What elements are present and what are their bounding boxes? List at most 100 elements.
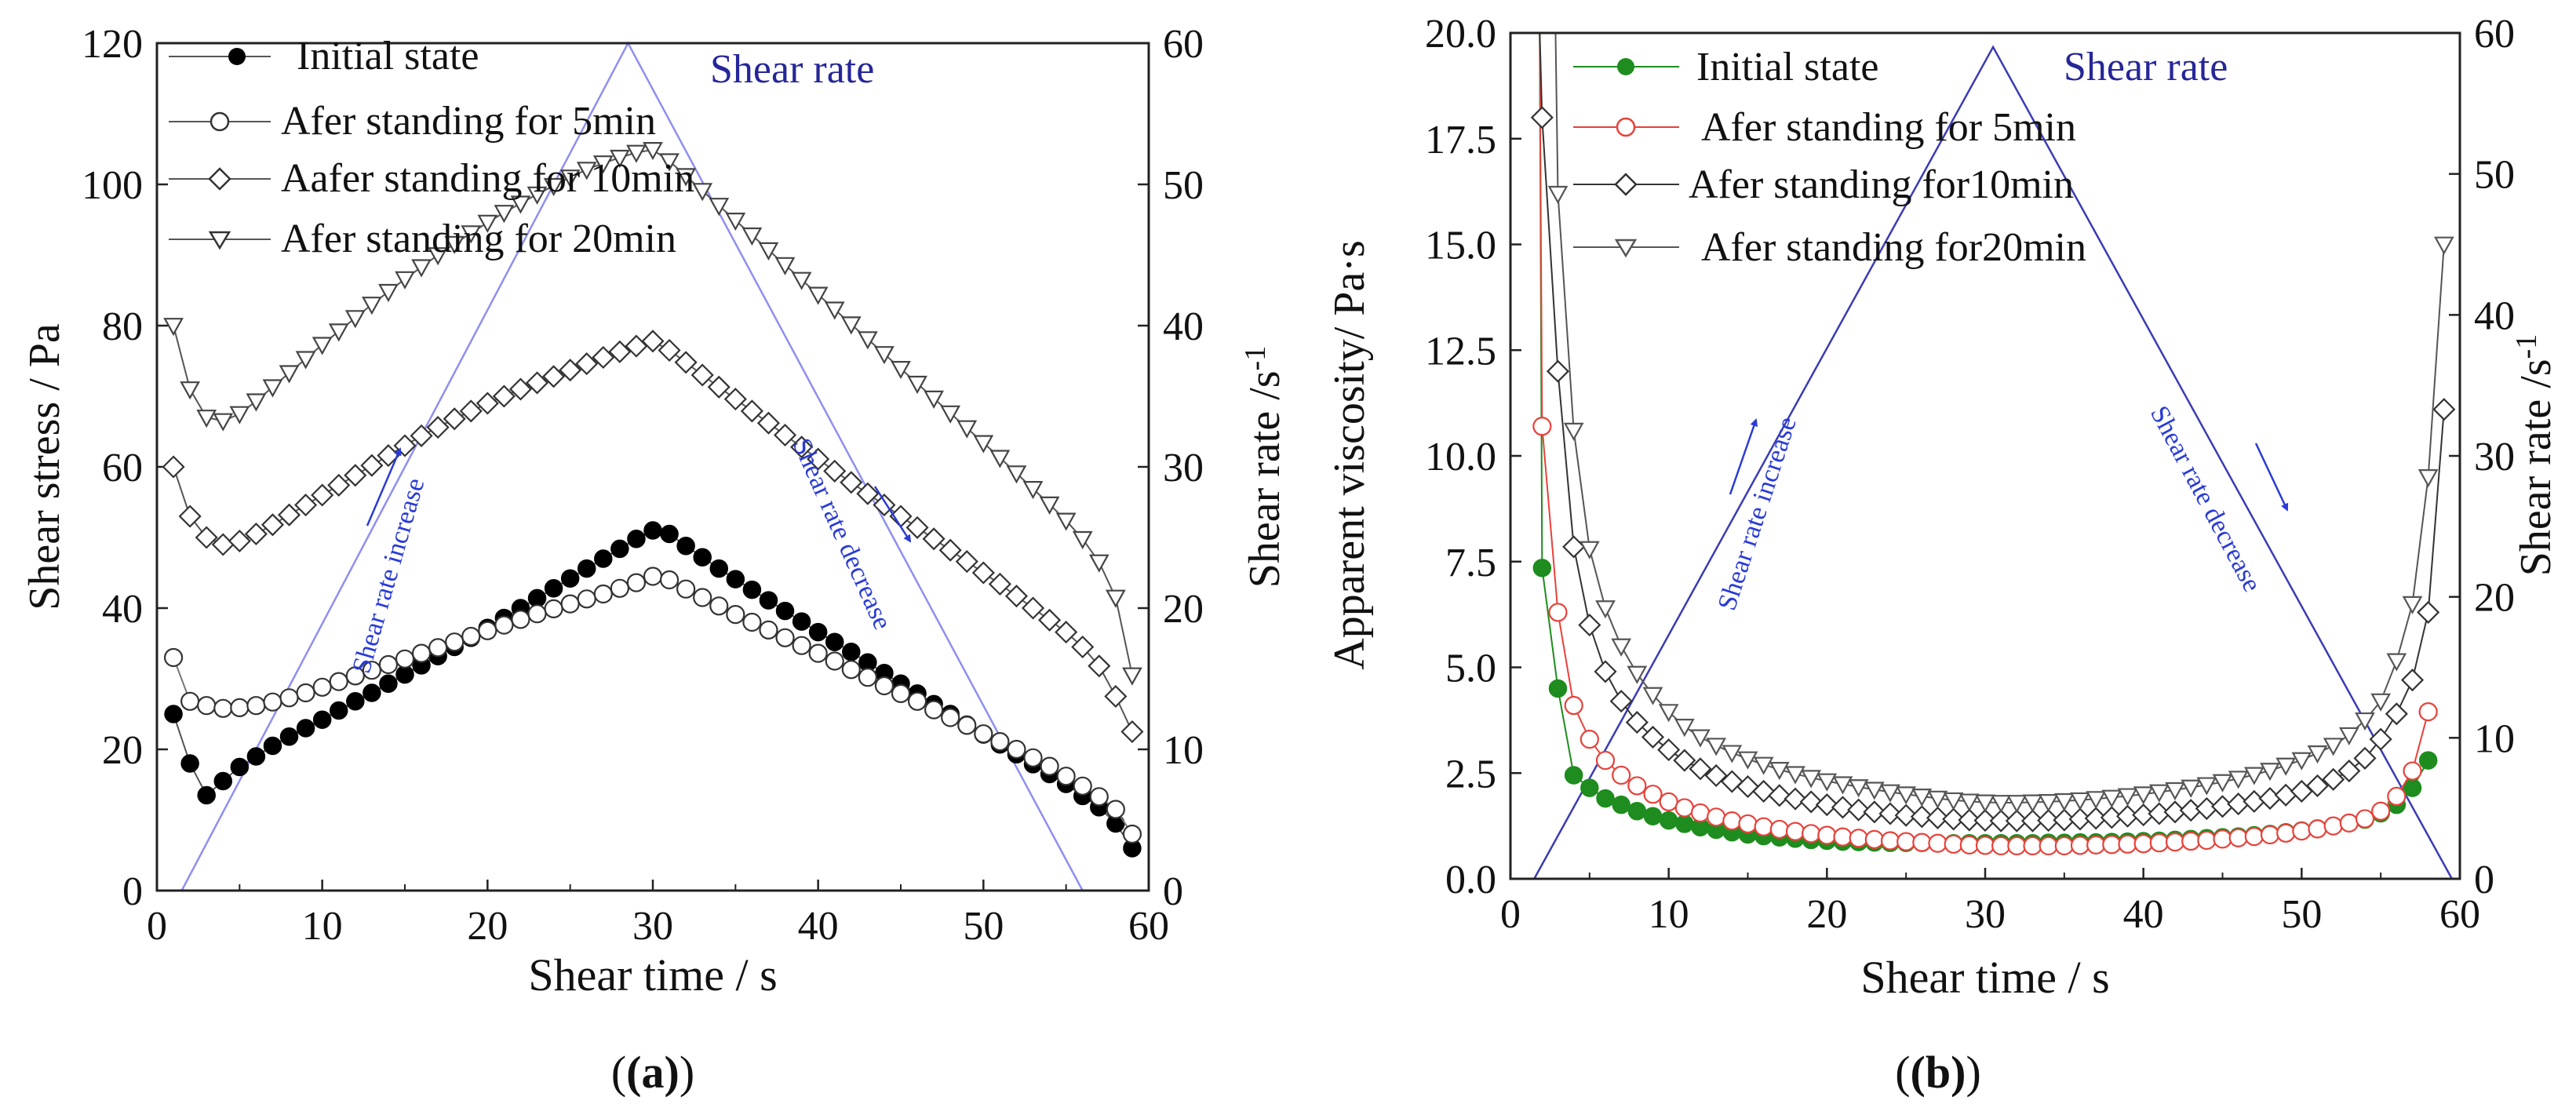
- data-point: [792, 636, 811, 655]
- data-point: [723, 388, 747, 411]
- data-point: [2181, 779, 2202, 798]
- y-tick-label: 0.0: [1445, 858, 1496, 902]
- data-point: [163, 647, 184, 668]
- data-point: [575, 352, 599, 376]
- data-point: [1579, 541, 1600, 559]
- panel-b-series: [1530, 33, 2456, 856]
- x-tick-label: 60: [1128, 904, 1169, 949]
- data-point: [1689, 757, 1712, 781]
- series-line: [173, 575, 1133, 835]
- data-point: [492, 384, 516, 408]
- data-point: [1973, 809, 1997, 833]
- data-point: [1753, 756, 1774, 775]
- data-point: [2417, 600, 2440, 624]
- data-point: [363, 683, 381, 702]
- data-point: [213, 413, 234, 432]
- panel-a-axes: 0 10 20 30 40 50 60020406080100120010203040506…: [82, 22, 1204, 949]
- data-point: [756, 411, 781, 435]
- data-point: [2433, 236, 2454, 255]
- data-point: [1643, 785, 1663, 804]
- data-point: [1055, 621, 1078, 644]
- series-line: [1539, 33, 2429, 847]
- data-point: [559, 169, 581, 188]
- data-point: [2308, 819, 2327, 839]
- data-point: [775, 628, 795, 647]
- data-point: [443, 407, 466, 431]
- data-point: [825, 651, 844, 671]
- data-point: [164, 705, 183, 723]
- data-point: [228, 529, 251, 553]
- data-point: [1896, 786, 1917, 805]
- legend-label: Afer standing for 5min: [281, 99, 656, 144]
- data-point: [808, 622, 828, 642]
- data-point: [2385, 702, 2408, 726]
- data-point: [2371, 801, 2391, 821]
- legend-entry: Aafer standing for 10min: [169, 156, 694, 201]
- data-point: [459, 399, 483, 423]
- data-point: [1769, 819, 1789, 840]
- data-point: [213, 698, 233, 718]
- data-point: [2149, 833, 2169, 853]
- legend-label: Afer standing for 20min: [281, 217, 676, 261]
- data-point: [1769, 762, 1790, 781]
- data-point: [1690, 729, 1711, 748]
- panel-b-shear-rate-label: Shear rate: [2064, 45, 2228, 89]
- data-point: [2355, 712, 2375, 731]
- data-point: [328, 323, 349, 342]
- data-point: [230, 698, 250, 718]
- y2-tick-label: 30: [1163, 446, 1204, 490]
- data-point: [1815, 793, 1838, 817]
- data-point: [1088, 654, 1111, 678]
- annotation-text: Shear rate decrease: [787, 434, 898, 634]
- data-point: [1055, 512, 1077, 531]
- data-point: [856, 482, 880, 505]
- data-point: [1040, 756, 1059, 776]
- data-point: [2181, 831, 2201, 851]
- data-point: [527, 604, 547, 624]
- data-point: [907, 375, 927, 395]
- data-point: [1864, 829, 1884, 849]
- data-point: [774, 257, 796, 275]
- data-point: [726, 604, 745, 625]
- data-point: [658, 338, 681, 363]
- x-tick-label: 0: [147, 904, 167, 949]
- data-point: [196, 410, 217, 428]
- panel-a: 0 10 20 30 40 50 60020406080100120010203040506…: [20, 22, 1289, 1098]
- series-line: [1539, 33, 2429, 844]
- data-point: [2387, 786, 2407, 806]
- data-point: [1594, 660, 1617, 683]
- data-point: [790, 435, 814, 459]
- data-point: [1911, 788, 1933, 807]
- data-point: [641, 330, 665, 353]
- data-point: [1580, 778, 1599, 797]
- data-point: [1563, 422, 1584, 441]
- data-point: [1991, 836, 2011, 856]
- y-tick-label: 40: [102, 587, 143, 632]
- annotation-text: Shear rate increase: [1712, 414, 1802, 614]
- data-point: [2432, 398, 2456, 421]
- data-point: [1006, 465, 1027, 484]
- data-point: [1038, 608, 1062, 632]
- data-point: [643, 521, 662, 540]
- data-point: [1122, 824, 1142, 844]
- data-point: [1736, 774, 1760, 799]
- data-point: [395, 649, 415, 669]
- x-tick-label: 20: [1806, 892, 1847, 937]
- data-point: [905, 516, 929, 539]
- data-point: [2418, 469, 2439, 488]
- data-point: [2353, 746, 2377, 770]
- data-point: [1007, 739, 1026, 760]
- data-point: [1847, 798, 1871, 822]
- data-point: [592, 345, 615, 370]
- panel-b-annotation-increase: Shear rate increase: [1712, 414, 1802, 614]
- data-point: [1658, 704, 1679, 723]
- data-point: [1799, 790, 1823, 814]
- legend-entry: Initial state: [169, 34, 479, 78]
- data-point: [1579, 730, 1599, 749]
- data-point: [1894, 803, 1918, 827]
- data-point: [807, 286, 829, 305]
- data-point: [1912, 833, 1932, 852]
- data-point: [180, 691, 200, 711]
- data-point: [1943, 792, 1964, 811]
- legend-label: Afer standing for20min: [1701, 225, 2086, 270]
